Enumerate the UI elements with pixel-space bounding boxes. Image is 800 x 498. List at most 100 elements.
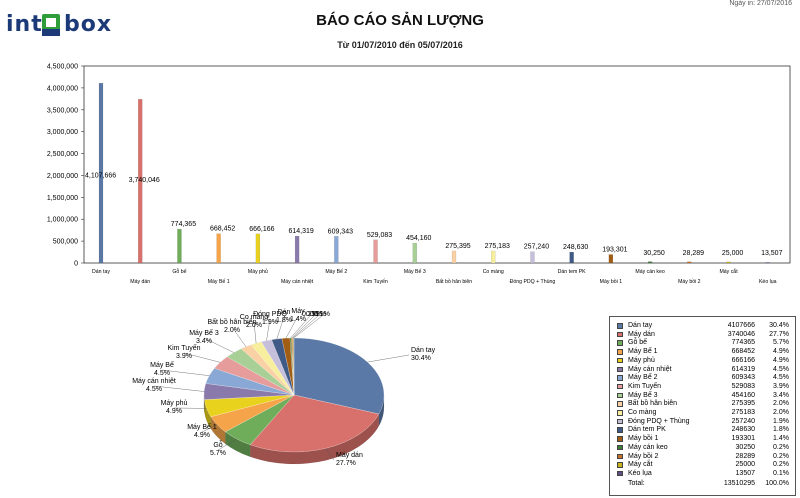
x-tick-label: Máy bồi 2	[678, 279, 701, 285]
legend-value: 248630	[731, 426, 755, 434]
legend-value: 28289	[735, 452, 755, 460]
legend-row: Kéo lụa 13507 0.1%	[610, 470, 795, 478]
bar-value-label: 193,301	[602, 247, 627, 254]
legend-name: Kim Tuyến	[628, 382, 662, 390]
legend-name: Máy phủ	[628, 356, 655, 364]
pie-leader-line	[217, 438, 237, 451]
pie-slice-percent: 5.7%	[210, 450, 226, 457]
x-tick-label: Dán tay	[92, 269, 110, 275]
legend-swatch	[617, 357, 623, 364]
legend-name: Máy cán keo	[628, 443, 668, 451]
legend-value: 609343	[731, 374, 755, 382]
legend-row: Máy cán nhiệt 614319 4.5%	[610, 366, 795, 374]
legend-value: 193301	[731, 435, 755, 443]
legend-swatch	[617, 392, 623, 399]
pie-slice-percent: 3.4%	[196, 338, 212, 345]
output-bar-chart: 0 500,000 1,000,000 1,500,000 2,000,000 2,500…	[47, 64, 791, 285]
legend-row: Co màng 275183 2.0%	[610, 409, 795, 417]
y-tick-label: 4,000,000	[47, 85, 78, 92]
bar	[647, 261, 653, 264]
bar-value-label: 774,365	[171, 221, 196, 228]
bar	[726, 261, 731, 264]
bar-value-label: 25,000	[722, 250, 744, 257]
legend-row: Máy phủ 666166 4.9%	[610, 357, 795, 365]
bar	[216, 233, 221, 264]
legend-swatch	[617, 401, 623, 407]
legend-value: 275395	[731, 400, 755, 408]
y-tick-label: 3,000,000	[47, 129, 78, 136]
bar	[491, 250, 496, 264]
legend-swatch	[617, 418, 623, 425]
legend-percent: 5.7%	[773, 339, 789, 347]
legend-value: 25000	[735, 461, 755, 469]
legend-name: Kéo lụa	[628, 469, 652, 477]
pie-leader-line	[201, 424, 218, 433]
legend-percent: 4.9%	[773, 356, 789, 364]
legend-name: Bất bồ hân biên	[628, 400, 678, 408]
pie-slice-percent: 3.9%	[176, 353, 192, 360]
legend-row: Máy bồi 2 28289 0.2%	[610, 453, 795, 461]
legend-row: Máy cán keo 30250 0.2%	[610, 444, 795, 452]
x-tick-label: Máy bồi 1	[600, 279, 623, 285]
legend-percent: 4.9%	[773, 348, 789, 356]
legend-row: Gỗ bế 774365 5.7%	[610, 339, 795, 347]
print-date: Ngày in: 27/07/2016	[729, 0, 792, 7]
legend-swatch	[617, 323, 623, 329]
legend-swatch	[617, 410, 623, 416]
bar	[373, 239, 378, 264]
y-tick-label: 4,500,000	[47, 64, 78, 71]
pie-slice-label: Máy cán nhiệt	[132, 378, 176, 385]
pie-slice-percent: 2.0%	[246, 322, 262, 329]
pie-slice-label: Máy Bế 3	[189, 328, 219, 337]
legend-percent: 3.4%	[773, 391, 789, 399]
pie-legend: Dán tay 4107666 30.4% Máy dán 3740046 27.7% Gỗ…	[609, 316, 796, 496]
legend-percent: 3.9%	[773, 382, 789, 390]
legend-percent: 1.9%	[773, 417, 789, 425]
legend-row: Đóng PDQ + Thùng 257240 1.9%	[610, 418, 795, 426]
x-tick-label: Máy Bế 1	[208, 279, 230, 285]
intbox-logo: int box	[6, 8, 140, 44]
pie-slice-percent: 4.5%	[146, 386, 162, 393]
x-tick-label: Bất bồ hân biên	[436, 279, 472, 285]
legend-name: Đóng PDQ + Thùng	[628, 417, 690, 425]
bar-value-label: 454,160	[406, 235, 431, 242]
pie-slice	[293, 337, 385, 415]
pie-leader-line	[153, 385, 205, 392]
box-logo-icon	[42, 14, 60, 36]
legend-percent: 27.7%	[769, 330, 789, 338]
bar	[294, 235, 300, 264]
pie-slice-percent: 1.4%	[290, 316, 306, 323]
legend-value: 774365	[731, 339, 755, 347]
y-tick-label: 2,000,000	[47, 173, 78, 180]
legend-total-percent: 100.0%	[765, 479, 789, 487]
bar	[687, 261, 692, 264]
legend-percent: 2.0%	[773, 409, 789, 416]
pie-slice-percent: 30.4%	[411, 355, 431, 362]
bar	[412, 242, 417, 264]
legend-percent: 0.1%	[773, 469, 789, 477]
report-title: BÁO CÁO SẢN LƯỢNG	[316, 12, 484, 29]
legend-row: Máy bồi 1 193301 1.4%	[610, 435, 795, 443]
x-tick-label: Máy dán	[130, 279, 150, 285]
bar-value-label: 609,343	[328, 228, 353, 235]
y-tick-label: 1,500,000	[47, 195, 78, 202]
legend-name: Co màng	[628, 409, 657, 416]
bar	[98, 83, 104, 264]
legend-value: 454160	[731, 391, 755, 399]
pie-slice-percent: 0.1%	[314, 311, 330, 318]
pie-slice-label: Máy	[291, 308, 305, 315]
pie-slice-percent: 1.8%	[276, 317, 292, 324]
pie-leader-line	[203, 337, 234, 353]
legend-name: Máy Bế 3	[628, 391, 658, 399]
legend-total-value: 13510295	[723, 479, 755, 487]
legend-value: 4107666	[727, 322, 755, 329]
legend-swatch	[617, 375, 623, 381]
x-tick-label: Máy phủ	[248, 268, 268, 275]
pie-leader-line	[325, 448, 335, 461]
legend-percent: 0.2%	[773, 452, 789, 460]
bar-value-label: 4,107,666	[85, 172, 116, 179]
x-tick-label: Máy Bế 2	[325, 269, 347, 275]
legend-swatch	[617, 453, 623, 459]
bar-value-label: 30,250	[643, 250, 665, 257]
bar-plot-frame	[83, 65, 791, 264]
